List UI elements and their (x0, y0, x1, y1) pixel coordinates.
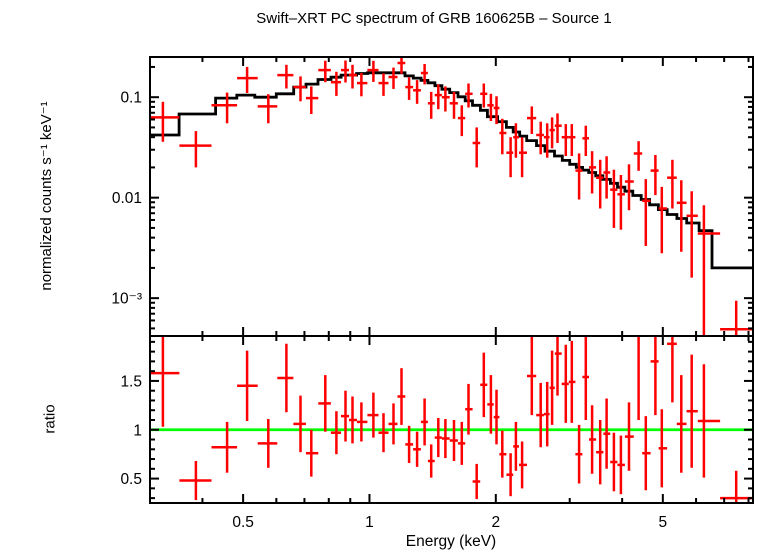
axis-ticks (150, 57, 753, 503)
y-axis-label-ratio: ratio (41, 404, 59, 434)
ratio-data-points (150, 336, 753, 503)
spectrum-data-points (150, 57, 753, 336)
y-tick-label-counts: 0.01 (112, 190, 142, 207)
x-tick-label: 5 (659, 514, 668, 531)
x-tick-label: 0.5 (232, 514, 254, 531)
chart-title: Swift–XRT PC spectrum of GRB 160625B – S… (256, 10, 612, 27)
x-tick-label: 2 (491, 514, 500, 531)
y-tick-label-counts: 10⁻³ (111, 291, 142, 308)
y-tick-label-ratio: 0.5 (120, 471, 142, 488)
model-step-line (150, 71, 753, 270)
x-axis-label: Energy (keV) (405, 533, 497, 550)
y-tick-label-ratio: 1 (133, 422, 142, 439)
y-tick-label-ratio: 1.5 (120, 373, 142, 390)
y-tick-label-counts: 0.1 (120, 90, 142, 107)
y-axis-label-counts: normalized counts s⁻¹ keV⁻¹ (38, 101, 55, 291)
x-tick-label: 1 (365, 514, 374, 531)
